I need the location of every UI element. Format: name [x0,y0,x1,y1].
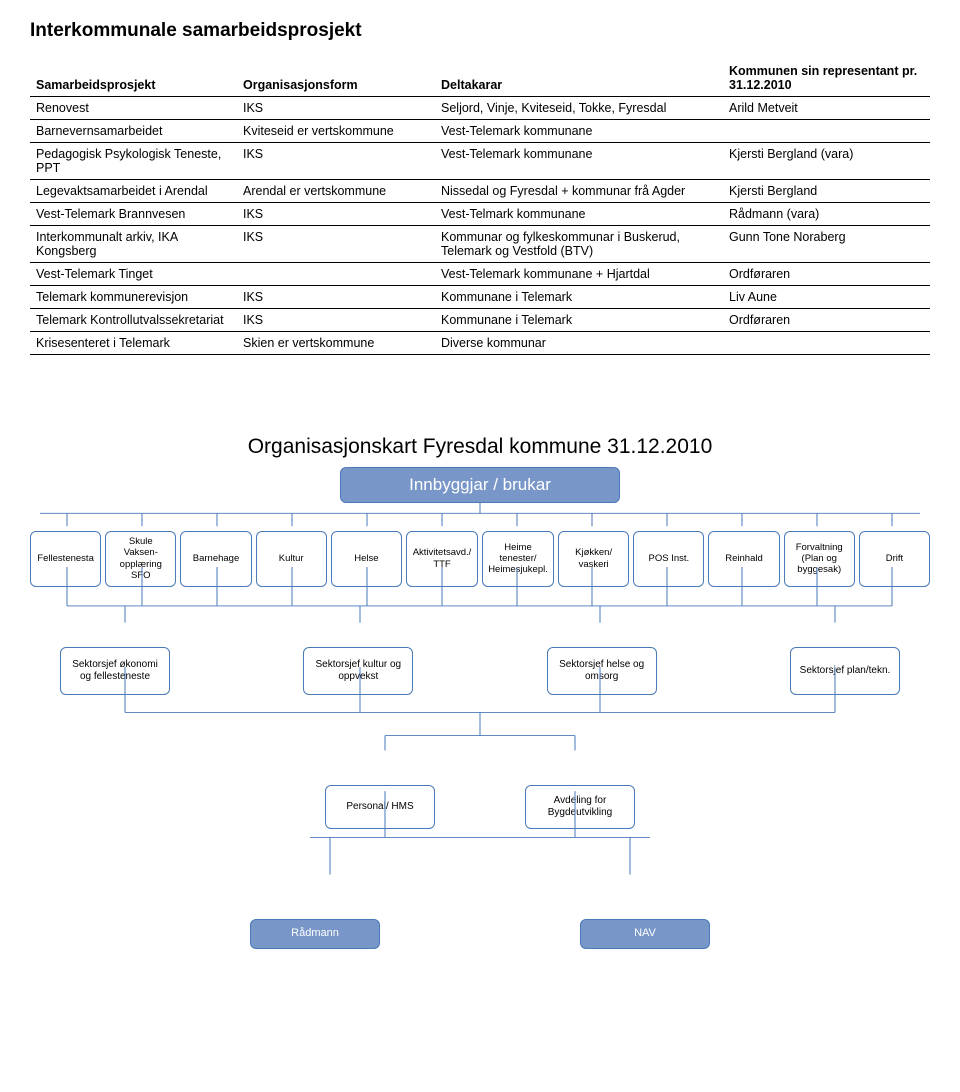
page-title: Interkommunale samarbeidsprosjekt [30,20,930,42]
org-box: Heime tenester/ Heimesjukepl. [482,531,554,587]
table-cell: Seljord, Vinje, Kviteseid, Tokke, Fyresd… [435,97,723,120]
table-cell: Krisesenteret i Telemark [30,332,237,355]
table-cell: Rådmann (vara) [723,203,930,226]
table-cell: IKS [237,226,435,263]
table-cell: Skien er vertskommune [237,332,435,355]
table-row: RenovestIKSSeljord, Vinje, Kviteseid, To… [30,97,930,120]
org-chart-title: Organisasjonskart Fyresdal kommune 31.12… [30,435,930,459]
org-box: Rådmann [250,919,380,949]
table-cell: Legevaktsamarbeidet i Arendal [30,180,237,203]
table-cell: IKS [237,309,435,332]
table-cell: Kjersti Bergland (vara) [723,143,930,180]
table-header-row: Samarbeidsprosjekt Organisasjonsform Del… [30,60,930,97]
table-cell: Vest-Telemark kommunane [435,143,723,180]
org-box: Helse [331,531,402,587]
org-chart-section: Organisasjonskart Fyresdal kommune 31.12… [30,435,930,949]
table-cell: Gunn Tone Noraberg [723,226,930,263]
table-row: Vest-Telemark Tinget Vest-Telemark kommun… [30,263,930,286]
table-cell: Nissedal og Fyresdal + kommunar frå Agde… [435,180,723,203]
table-cell: IKS [237,143,435,180]
table-row: Vest-Telemark BrannvesenIKSVest-Telmark … [30,203,930,226]
org-box: Kjøkken/ vaskeri [558,531,629,587]
org-level-3: Personal/ HMS Avdeling for Bygdeutvikling [30,785,930,829]
org-box: Kultur [256,531,327,587]
th-participants: Deltakarar [435,60,723,97]
table-cell: Kviteseid er vertskommune [237,120,435,143]
table-cell [723,332,930,355]
org-box: Sektorsjef økonomi og fellesteneste [60,647,170,695]
table-cell [237,263,435,286]
table-cell: Telemark Kontrollutvalssekretariat [30,309,237,332]
table-cell: Ordføraren [723,309,930,332]
th-project: Samarbeidsprosjekt [30,60,237,97]
org-level-4: Rådmann NAV [30,919,930,949]
table-cell: Kommunar og fylkeskommunar i Buskerud, T… [435,226,723,263]
table-cell: Liv Aune [723,286,930,309]
table-cell: Barnevernsamarbeidet [30,120,237,143]
org-box: Barnehage [180,531,251,587]
th-orgform: Organisasjonsform [237,60,435,97]
org-box: Skule Vaksen-opplæring SFO [105,531,176,587]
org-box: Sektorsjef plan/tekn. [790,647,900,695]
org-box: POS Inst. [633,531,704,587]
org-box: Fellestenesta [30,531,101,587]
org-level-1: FellestenestaSkule Vaksen-opplæring SFOB… [30,531,930,587]
table-cell: Vest-Telmark kommunane [435,203,723,226]
org-box: Aktivitetsavd./ TTF [406,531,478,587]
table-cell: Pedagogisk Psykologisk Teneste, PPT [30,143,237,180]
org-box: NAV [580,919,710,949]
org-box: Avdeling for Bygdeutvikling [525,785,635,829]
table-cell: Vest-Telemark kommunane [435,120,723,143]
table-row: Interkommunalt arkiv, IKA KongsbergIKSKo… [30,226,930,263]
table-cell: Telemark kommunerevisjon [30,286,237,309]
table-cell: Kommunane i Telemark [435,286,723,309]
org-top-box: Innbyggjar / brukar [340,467,620,503]
table-cell [723,120,930,143]
table-cell: IKS [237,97,435,120]
org-box: Drift [859,531,930,587]
table-cell: Renovest [30,97,237,120]
table-cell: Ordføraren [723,263,930,286]
table-row: Legevaktsamarbeidet i ArendalArendal er … [30,180,930,203]
table-row: Telemark KontrollutvalssekretariatIKSKom… [30,309,930,332]
org-box: Sektorsjef kultur og oppvekst [303,647,413,695]
th-representative: Kommunen sin representant pr. 31.12.2010 [723,60,930,97]
table-cell: IKS [237,286,435,309]
table-cell: Vest-Telemark Brannvesen [30,203,237,226]
org-box: Personal/ HMS [325,785,435,829]
org-box: Forvaltning (Plan og byggesak) [784,531,855,587]
table-cell: Interkommunalt arkiv, IKA Kongsberg [30,226,237,263]
org-level-2: Sektorsjef økonomi og fellesteneste Sekto… [30,647,930,695]
table-cell: Kjersti Bergland [723,180,930,203]
org-box: Sektorsjef helse og omsorg [547,647,657,695]
org-box: Reinhald [708,531,779,587]
table-cell: Kommunane i Telemark [435,309,723,332]
org-chart: Innbyggjar / brukar FellestenestaSkule V… [30,467,930,949]
table-cell: Arendal er vertskommune [237,180,435,203]
table-cell: Diverse kommunar [435,332,723,355]
table-cell: Vest-Telemark kommunane + Hjartdal [435,263,723,286]
projects-table: Samarbeidsprosjekt Organisasjonsform Del… [30,60,930,355]
table-row: Pedagogisk Psykologisk Teneste, PPTIKSVe… [30,143,930,180]
table-row: Telemark kommunerevisjonIKSKommunane i T… [30,286,930,309]
table-cell: Arild Metveit [723,97,930,120]
table-row: Krisesenteret i TelemarkSkien er vertsko… [30,332,930,355]
table-cell: IKS [237,203,435,226]
table-cell: Vest-Telemark Tinget [30,263,237,286]
table-row: BarnevernsamarbeidetKviteseid er vertsko… [30,120,930,143]
